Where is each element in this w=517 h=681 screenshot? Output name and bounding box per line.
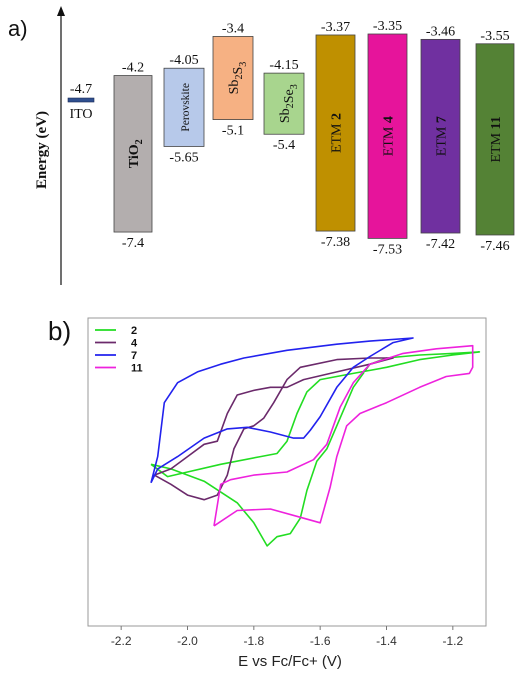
energy-axis-label: Energy (eV) (34, 111, 50, 189)
x-tick-label: -1.6 (310, 634, 331, 648)
x-tick-label: -1.4 (376, 634, 397, 648)
etm-11-label: ETM 11 (489, 116, 504, 162)
series-7-curve (150, 337, 414, 484)
x-tick-label: -2.2 (111, 634, 132, 648)
legend-4-label: 4 (131, 338, 138, 350)
sb2s3-lumo-value: -3.4 (222, 21, 244, 36)
tio2-homo-value: -7.4 (122, 236, 144, 251)
etm-2-level-bar (315, 34, 356, 232)
tio2-label: TiO2 (127, 139, 145, 168)
perovskite-homo-value: -5.65 (169, 150, 198, 165)
panel-a-label: a) (8, 16, 28, 41)
x-tick-label: -1.2 (442, 634, 463, 648)
sb2s3-label: Sb2S3 (227, 62, 249, 95)
energy-level-diagram: a) Energy (eV) -4.7 ITO -4.2 -7.4 TiO2 -4.05 -… (8, 6, 515, 285)
x-axis-label: E vs Fc/Fc+ (V) (238, 653, 342, 670)
etm-4-homo-value: -7.53 (373, 242, 402, 257)
tio2-level-bar (113, 75, 153, 233)
etm-2-homo-value: -7.38 (321, 235, 350, 250)
tio2-lumo-value: -4.2 (122, 61, 144, 76)
x-tick-label: -1.8 (243, 634, 264, 648)
sb2se3-homo-value: -5.4 (273, 138, 295, 153)
series-11-curve (213, 344, 474, 527)
perovskite-label: Perovskite (180, 83, 192, 132)
sb2se3-label: Sb2Se3 (278, 84, 300, 123)
etm-11-level-bar (475, 43, 515, 236)
plot-frame (87, 317, 487, 627)
perovskite-level-bar (163, 67, 205, 147)
etm-7-lumo-value: -3.46 (426, 24, 455, 39)
perovskite-lumo-value: -4.05 (169, 53, 198, 68)
ito-lumo-value: -4.7 (70, 82, 92, 97)
ito-label: ITO (69, 107, 92, 122)
series-4-curve (153, 357, 394, 501)
legend-11-label: 11 (131, 363, 143, 375)
panel-b-label: b) (48, 316, 71, 346)
etm-2-label: ETM 2 (330, 113, 345, 153)
x-tick-label: -2.0 (177, 634, 198, 648)
legend-7-label: 7 (131, 350, 137, 362)
ito-level-bar (67, 97, 95, 103)
series-2-curve (150, 351, 481, 547)
etm-7-level-bar (420, 38, 461, 234)
sb2s3-homo-value: -5.1 (222, 124, 244, 139)
etm-11-homo-value: -7.46 (480, 239, 509, 254)
sb2se3-level-bar (263, 72, 305, 135)
etm-7-homo-value: -7.42 (426, 237, 455, 252)
etm-4-label: ETM 4 (382, 116, 397, 156)
etm-2-lumo-value: -3.37 (321, 20, 350, 35)
etm-4-level-bar (367, 33, 408, 239)
sb2se3-lumo-value: -4.15 (269, 58, 298, 73)
etm-11-lumo-value: -3.55 (480, 29, 509, 44)
etm-7-label: ETM 7 (435, 116, 450, 156)
etm-4-lumo-value: -3.35 (373, 19, 402, 34)
legend-2-label: 2 (131, 325, 137, 337)
energy-axis-arrow (57, 6, 65, 16)
sb2s3-level-bar (212, 36, 254, 120)
